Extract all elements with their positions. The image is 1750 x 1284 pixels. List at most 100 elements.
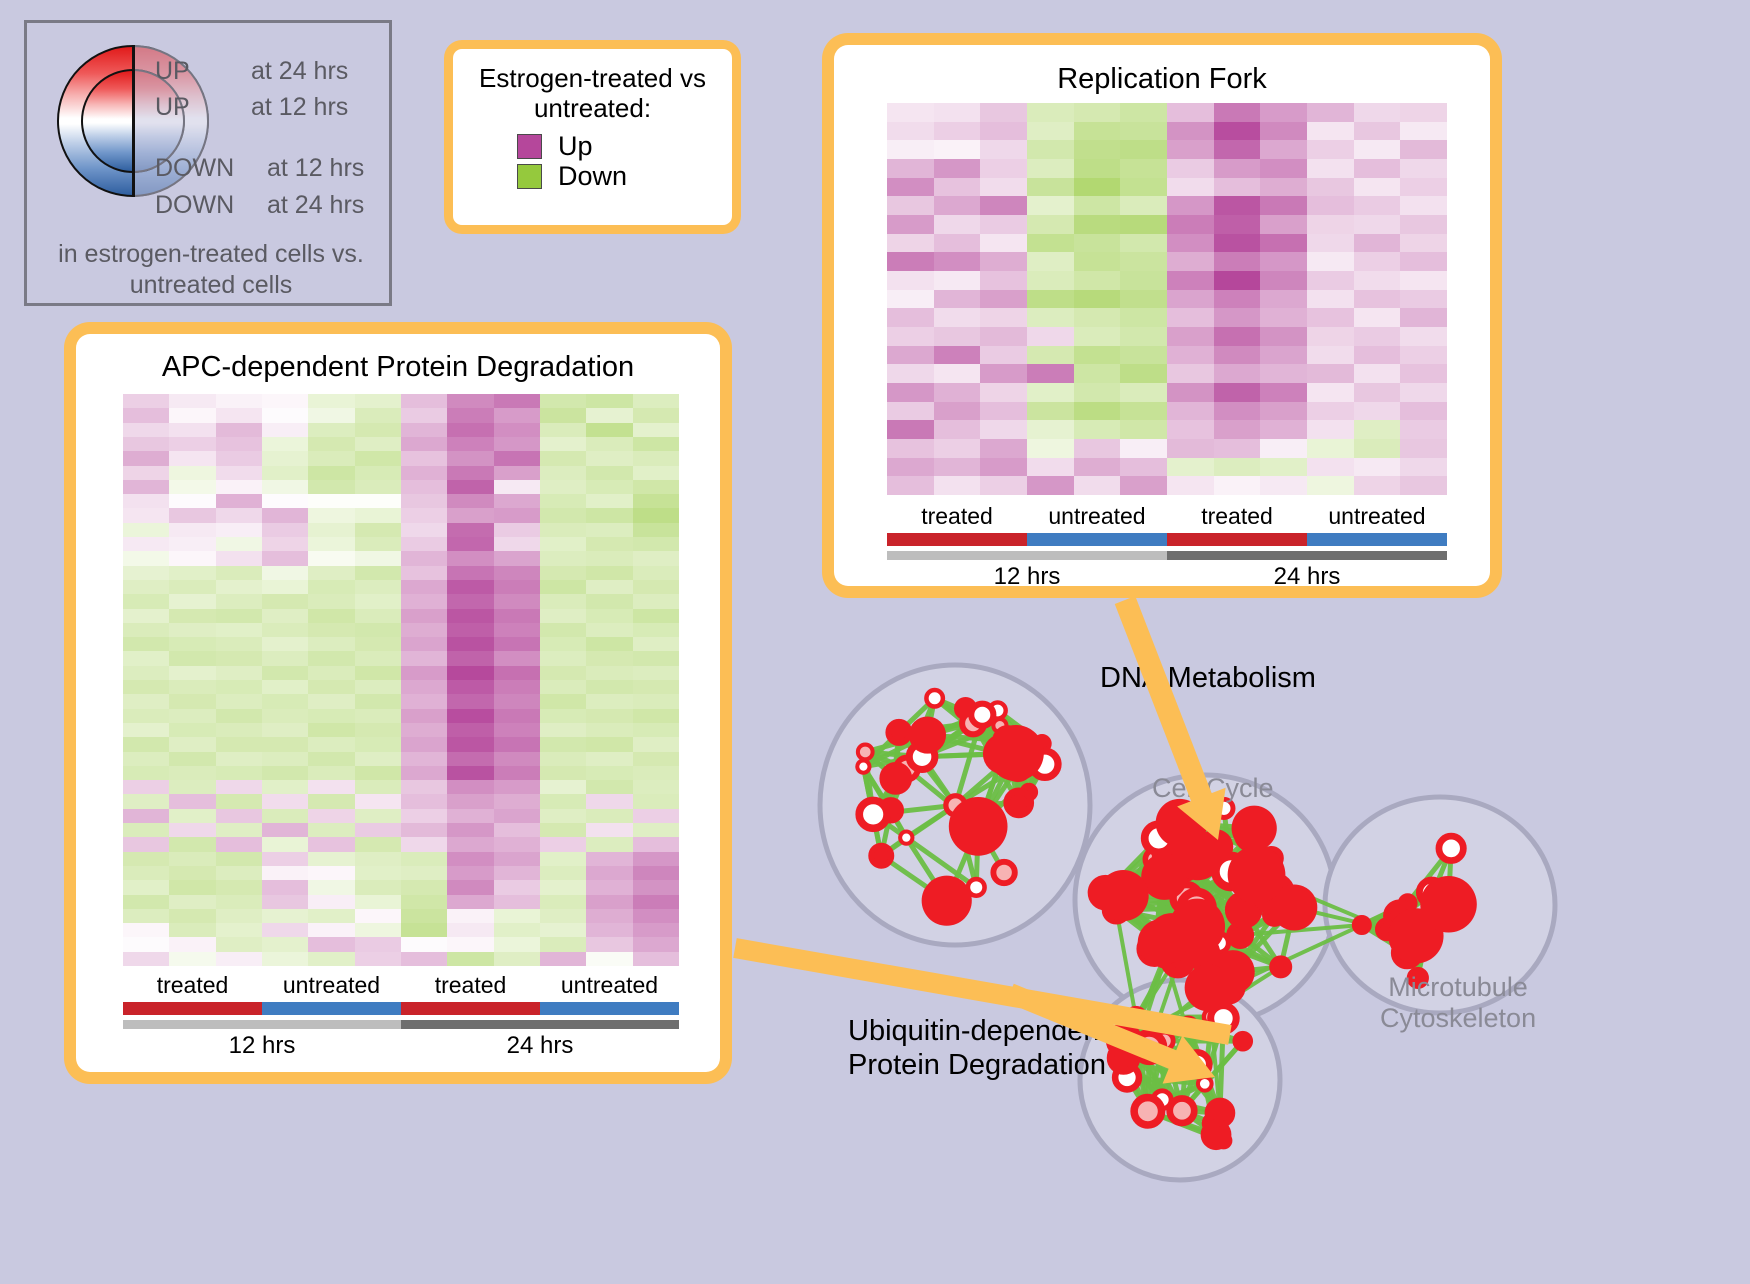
heatmap-cell	[216, 723, 262, 737]
heatmap-cell	[887, 159, 934, 178]
heatmap-cell	[494, 852, 540, 866]
heatmap-cell	[355, 451, 401, 465]
heatmap-cell	[216, 837, 262, 851]
heatmap-cell	[1167, 458, 1214, 477]
heatmap-cell	[262, 952, 308, 966]
heatmap-cell	[540, 637, 586, 651]
heatmap-cell	[401, 437, 447, 451]
heatmap-cell	[887, 215, 934, 234]
heatmap-cell	[169, 937, 215, 951]
heatmap-cell	[980, 252, 1027, 271]
heatmap-cell	[262, 766, 308, 780]
heatmap-cell	[980, 290, 1027, 309]
heatmap-cell	[1074, 252, 1121, 271]
heatmap-cell	[123, 909, 169, 923]
heatmap-cell	[123, 952, 169, 966]
heatmap-cell	[1074, 196, 1121, 215]
heatmap-cell	[1354, 476, 1401, 495]
heatmap-cell	[633, 909, 679, 923]
heatmap-cell	[355, 651, 401, 665]
heatmap-cell	[123, 680, 169, 694]
heatmap-cell	[169, 952, 215, 966]
heatmap-cell	[447, 952, 493, 966]
heatmap-cell	[308, 709, 354, 723]
heatmap-cell	[308, 523, 354, 537]
heatmap-cell	[934, 346, 981, 365]
heatmap-cell	[1400, 196, 1447, 215]
heatmap-cell	[169, 494, 215, 508]
heatmap-cell	[1214, 215, 1261, 234]
heatmap-cell	[540, 580, 586, 594]
heatmap-cell	[216, 952, 262, 966]
heatmap-cell	[308, 651, 354, 665]
heatmap-cell	[586, 766, 632, 780]
heatmap-cell	[1354, 290, 1401, 309]
heatmap-cell	[123, 466, 169, 480]
heatmap-cell	[980, 476, 1027, 495]
heatmap-cell	[980, 178, 1027, 197]
network-node	[857, 761, 869, 773]
heatmap-cell	[540, 937, 586, 951]
heatmap-cell	[169, 580, 215, 594]
heatmap-cell	[586, 794, 632, 808]
heatmap-cell	[633, 680, 679, 694]
time-label-12: 12 hrs	[887, 563, 1167, 591]
heatmap-cell	[216, 923, 262, 937]
heatmap-cell	[633, 508, 679, 522]
heatmap-cell	[1354, 383, 1401, 402]
heatmap-cell	[633, 580, 679, 594]
heatmap-cell	[540, 594, 586, 608]
heatmap-cell	[401, 451, 447, 465]
updown-legend-title: Estrogen-treated vs untreated:	[463, 63, 722, 123]
heatmap-cell	[494, 909, 540, 923]
heatmap-cell	[308, 666, 354, 680]
heatmap-cell	[1027, 140, 1074, 159]
heatmap-cell	[1120, 103, 1167, 122]
network-node	[922, 876, 972, 926]
heatmap-cell	[586, 866, 632, 880]
heatmap-cell	[123, 623, 169, 637]
heatmap-cell	[308, 494, 354, 508]
heatmap-cell	[355, 780, 401, 794]
heatmap-cell	[216, 580, 262, 594]
heatmap-cell	[169, 752, 215, 766]
heatmap-cell	[123, 709, 169, 723]
heatmap-cell	[1027, 402, 1074, 421]
heatmap-cell	[934, 383, 981, 402]
heatmap-cell	[586, 494, 632, 508]
wheel-time-up-24: at 24 hrs	[251, 59, 348, 84]
heatmap-cell	[169, 451, 215, 465]
heatmap-cell	[586, 523, 632, 537]
heatmap-cell	[1214, 252, 1261, 271]
heatmap-cell	[1400, 252, 1447, 271]
heatmap-cell	[494, 394, 540, 408]
heatmap-cell	[401, 909, 447, 923]
heatmap-cell	[1120, 215, 1167, 234]
heatmap-cell	[494, 837, 540, 851]
heatmap-cell	[887, 234, 934, 253]
heatmap-cell	[887, 290, 934, 309]
heatmap-cell	[1260, 252, 1307, 271]
heatmap-cell	[1307, 196, 1354, 215]
heatmap-cell	[934, 178, 981, 197]
heatmap-cell	[1400, 122, 1447, 141]
heatmap-cell	[447, 709, 493, 723]
heatmap-cell	[586, 594, 632, 608]
heatmap-cell	[1400, 140, 1447, 159]
heatmap-cell	[1214, 458, 1261, 477]
heatmap-cell	[169, 866, 215, 880]
heatmap-cell	[980, 420, 1027, 439]
heatmap-cell	[540, 451, 586, 465]
heatmap-cell	[1354, 402, 1401, 421]
heatmap-cell	[123, 737, 169, 751]
heatmap-cell	[123, 394, 169, 408]
heatmap-cell	[887, 420, 934, 439]
heatmap-cell	[308, 852, 354, 866]
heatmap-cell	[494, 537, 540, 551]
heatmap-cell	[123, 895, 169, 909]
network-node	[1134, 1098, 1161, 1125]
heatmap-cell	[633, 466, 679, 480]
heatmap-cell	[934, 140, 981, 159]
heatmap-cell	[262, 794, 308, 808]
bar-treated-12	[123, 1002, 262, 1015]
